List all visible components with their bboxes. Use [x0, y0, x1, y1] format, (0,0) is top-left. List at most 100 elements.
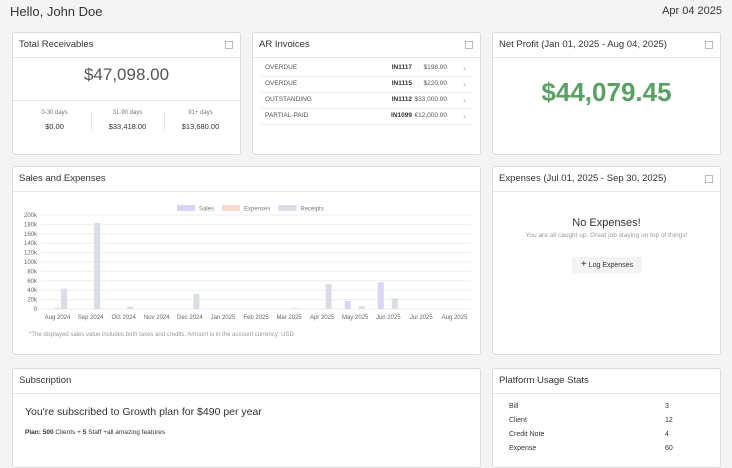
x-tick-label: Aug 2024: [45, 315, 71, 321]
usage-name: Expense: [509, 445, 537, 452]
clients: 500: [42, 429, 54, 436]
x-tick-label: Mar 2025: [276, 315, 302, 321]
bucket-divider: [164, 111, 165, 131]
y-tick-label: 40k: [27, 288, 38, 294]
bar: [344, 301, 351, 309]
invoice-status: OVERDUE: [265, 64, 298, 71]
bucket-label: 91+ days: [188, 110, 213, 116]
usage-count: 4: [665, 431, 669, 438]
bucket-amount: $33,418.00: [108, 122, 147, 131]
x-tick-label: Jul 2025: [410, 315, 433, 321]
x-tick-label: Feb 2025: [243, 315, 269, 321]
staff: 5: [82, 429, 87, 436]
x-tick-label: Jun 2025: [376, 315, 401, 321]
bucket-label: 31-90 days: [112, 110, 143, 116]
page: Hello, John Doe Apr 04 2025 Total Receiv…: [10, 4, 722, 468]
chevron: ›: [463, 63, 466, 73]
chevron: ›: [463, 79, 466, 89]
open-icon[interactable]: [705, 175, 713, 183]
button-label: Log Expenses: [588, 262, 634, 269]
extra: +all amazing features: [103, 429, 166, 436]
bucket-amount: $13,680.00: [181, 122, 220, 131]
x-tick-label: Oct 2024: [112, 315, 137, 321]
y-tick-label: 80k: [27, 269, 38, 275]
card-title: Sales and Expenses: [13, 167, 480, 192]
plus-icon: +: [580, 259, 587, 270]
usage-name: Client: [509, 417, 527, 424]
card-title: Net Profit (Jan 01, 2025 - Aug 04, 2025): [493, 33, 720, 58]
invoice-amount: $33,000.00: [414, 96, 447, 103]
empty-message: You are all caught up. Great job staying…: [525, 232, 688, 239]
chart-card: Sales and Expenses *The displayed sales …: [12, 166, 481, 355]
open-icon[interactable]: [705, 41, 713, 49]
open-icon[interactable]: [225, 41, 233, 49]
card-title: AR Invoices: [253, 33, 480, 58]
invoice-row[interactable]: OUTSTANDING IN1112 $33,000.00 ›: [261, 92, 472, 109]
usage-count: 60: [665, 445, 673, 452]
usage-count: 3: [665, 403, 669, 410]
legend-swatch: [222, 205, 241, 211]
legend-label: Receipts: [300, 207, 323, 213]
x-tick-label: Dec 2024: [177, 315, 203, 321]
invoice-amount: €12,000.00: [414, 112, 447, 119]
invoice-number: IN1112: [391, 96, 412, 103]
bar: [391, 298, 398, 309]
log-expenses-button[interactable]: + Log Expenses: [572, 257, 642, 273]
title: Expenses (Jul 01, 2025 - Sep 30, 2025): [499, 173, 667, 184]
y-tick-label: 180k: [24, 222, 38, 228]
ar-invoices-card: AR Invoices OVERDUE IN1117 $198.00 › OVERDUE…: [252, 32, 481, 155]
net-profit: $44,079.45: [541, 77, 672, 107]
y-tick-label: 100k: [24, 260, 38, 266]
bar: [292, 308, 299, 309]
usage-name: Credit Note: [509, 431, 545, 438]
y-tick-label: 140k: [24, 241, 38, 247]
expenses-card: Expenses (Jul 01, 2025 - Sep 30, 2025) N…: [492, 166, 721, 355]
invoice-row[interactable]: PARTIAL-PAID IN1099 €12,000.00 ›: [261, 108, 472, 125]
invoice-number: IN1099: [391, 112, 412, 119]
y-tick-label: 0: [34, 307, 38, 313]
bar: [94, 222, 101, 309]
y-tick-label: 60k: [27, 279, 38, 285]
invoice-row[interactable]: OVERDUE IN1117 $198.00 ›: [261, 60, 472, 77]
bar: [377, 282, 384, 309]
chart-note: *The displayed sales value includes both…: [29, 332, 294, 338]
invoice-row[interactable]: OVERDUE IN1115 $220.00 ›: [261, 76, 472, 93]
greeting: Hello, John Doe: [10, 4, 103, 19]
card-title: Platform Usage Stats: [493, 369, 720, 394]
bar: [127, 306, 134, 309]
bar: [325, 284, 332, 309]
card-title: Expenses (Jul 01, 2025 - Sep 30, 2025): [493, 167, 720, 192]
bar: [54, 307, 61, 309]
x-tick-label: Aug 2025: [442, 315, 468, 321]
legend-swatch: [177, 205, 195, 211]
chevron: ›: [463, 95, 466, 105]
bar: [358, 306, 365, 309]
bucket-divider: [91, 111, 92, 131]
title: Platform Usage Stats: [499, 375, 589, 386]
usage-card: Platform Usage Stats Bill 3 Client 12 Credit…: [492, 368, 721, 468]
subscription-headline: You're subscribed to Growth plan for $49…: [25, 406, 262, 418]
invoice-amount: $220.00: [423, 80, 448, 87]
empty-heading: No Expenses!: [572, 217, 641, 229]
legend-label: Sales: [199, 207, 214, 213]
x-tick-label: Sep 2024: [78, 315, 104, 321]
divider: [13, 100, 240, 101]
bucket-label: 0-30 days: [41, 110, 68, 116]
bar: [193, 293, 200, 309]
title: Net Profit (Jan 01, 2025 - Aug 04, 2025): [499, 39, 667, 50]
invoice-status: OUTSTANDING: [265, 96, 312, 103]
staff-label: Staff: [88, 429, 102, 436]
bucket-amount: $0.00: [45, 122, 64, 131]
open-icon[interactable]: [465, 41, 473, 49]
chevron: ›: [463, 111, 466, 121]
title: Subscription: [19, 375, 72, 386]
x-tick-label: Apr 2025: [310, 315, 335, 321]
plan-details: Plan: 500 Clients + 5 Staff +all amazing…: [25, 429, 165, 436]
title: Total Receivables: [19, 39, 94, 50]
title: Sales and Expenses: [19, 173, 106, 184]
bar: [61, 288, 68, 309]
plan-label: Plan:: [25, 429, 41, 436]
usage-name: Bill: [509, 403, 519, 410]
clients-label: Clients +: [55, 429, 81, 436]
invoice-number: IN1117: [391, 64, 412, 71]
